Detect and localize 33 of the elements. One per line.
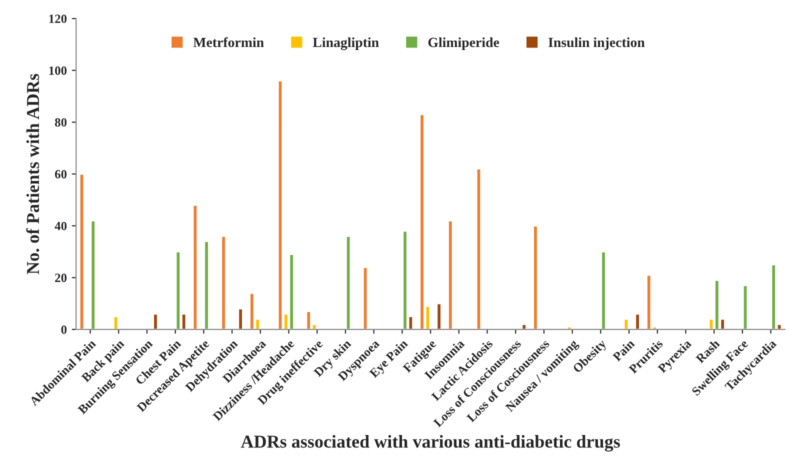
bar	[345, 235, 352, 330]
bar	[152, 313, 158, 330]
bar	[476, 168, 482, 330]
y-axis-title: No. of Patients with ADRs	[26, 74, 40, 274]
bar	[238, 308, 244, 330]
y-tick-label: 60	[54, 170, 67, 178]
bar	[90, 220, 96, 330]
bar	[112, 316, 119, 330]
legend-label: Glimiperide	[428, 37, 500, 50]
bar	[634, 313, 640, 330]
y-tick-label: 20	[55, 274, 67, 282]
bar	[436, 302, 442, 330]
legend-label: Linagliptin	[312, 37, 379, 50]
bar	[566, 326, 572, 330]
bar	[600, 251, 606, 330]
legend-label: Insulin injection	[548, 37, 645, 50]
bar	[532, 225, 538, 330]
bar	[521, 324, 527, 330]
bar	[204, 240, 210, 330]
legend-label: Metrformin	[193, 37, 264, 48]
bar	[742, 284, 748, 330]
y-tick-label: 120	[49, 14, 67, 24]
bar	[220, 235, 226, 330]
y-tick-label: 100	[49, 66, 67, 75]
bar	[623, 318, 630, 330]
y-tick-label: 40	[54, 222, 67, 230]
y-tick-label: 0	[61, 325, 67, 334]
y-tick-label: 80	[54, 118, 67, 127]
bar	[362, 266, 368, 330]
x-axis-title: ADRs associated with various anti-diabetic drugs	[240, 435, 620, 452]
bar	[78, 173, 85, 330]
bar	[192, 204, 198, 330]
bar	[448, 220, 454, 330]
